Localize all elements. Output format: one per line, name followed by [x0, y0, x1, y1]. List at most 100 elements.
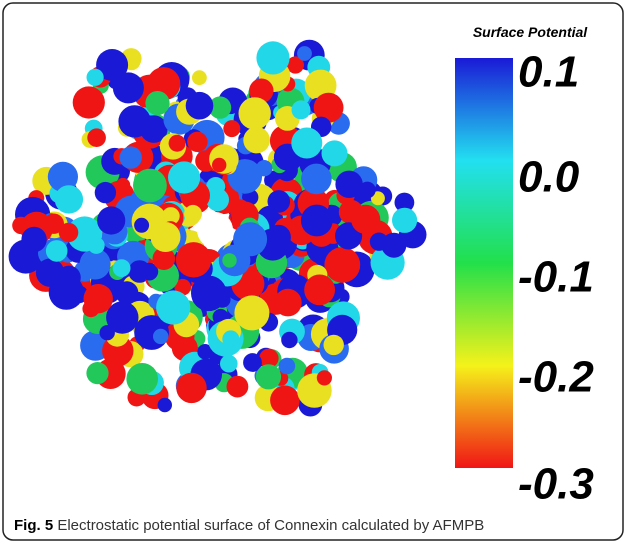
surface-patch	[184, 204, 202, 223]
surface-patch	[226, 375, 249, 398]
caption-label: Fig. 5	[14, 517, 53, 534]
surface-patch	[370, 191, 385, 206]
surface-patch	[175, 242, 212, 278]
surface-patch	[86, 362, 109, 385]
surface-patch	[168, 134, 186, 152]
surface-patch	[255, 364, 282, 390]
surface-patch	[243, 126, 270, 154]
surface-patch	[119, 146, 142, 169]
colorbar-label: -0.3	[518, 460, 594, 509]
surface-patch	[86, 68, 104, 86]
surface-patch	[278, 357, 296, 375]
surface-patch	[115, 281, 139, 305]
surface-patch	[291, 127, 323, 159]
surface-patch	[274, 288, 302, 317]
surface-patch	[313, 92, 344, 123]
surface-patch	[21, 226, 47, 253]
surface-patch	[300, 204, 333, 237]
surface-patch	[259, 348, 279, 368]
surface-patch	[54, 185, 84, 214]
surface-patch	[134, 217, 150, 233]
colorbar-title: Surface Potential	[473, 24, 588, 40]
pore	[197, 212, 233, 248]
surface-patch	[212, 157, 227, 173]
surface-patch	[145, 91, 170, 116]
surface-patch	[72, 86, 105, 119]
surface-patch	[12, 216, 30, 235]
molecule-surface	[8, 39, 427, 417]
surface-patch	[133, 168, 167, 203]
surface-patch	[267, 190, 291, 213]
surface-patch	[191, 275, 227, 312]
surface-patch	[238, 97, 271, 130]
surface-patch	[79, 248, 111, 280]
colorbar-label: -0.1	[518, 253, 594, 302]
surface-patch	[118, 105, 151, 138]
surface-patch	[152, 247, 176, 270]
surface-patch	[96, 49, 129, 81]
surface-patch	[157, 397, 172, 413]
surface-patch	[265, 224, 291, 250]
surface-patch	[301, 163, 332, 195]
surface-patch	[324, 247, 361, 283]
surface-patch	[112, 259, 131, 277]
surface-patch	[270, 385, 300, 416]
colorbar-label: 0.0	[518, 153, 580, 202]
surface-patch	[234, 295, 270, 331]
surface-patch	[87, 237, 105, 254]
caption: Fig. 5 Electrostatic potential surface o…	[14, 517, 484, 534]
surface-patch	[316, 370, 332, 386]
surface-patch	[249, 78, 274, 103]
surface-patch	[45, 240, 68, 262]
surface-patch	[358, 181, 376, 199]
surface-patch	[281, 331, 298, 349]
surface-patch	[323, 334, 344, 356]
surface-patch	[94, 181, 117, 204]
surface-patch	[48, 274, 84, 310]
surface-patch	[150, 222, 181, 252]
surface-patch	[206, 177, 226, 196]
surface-patch	[286, 56, 304, 74]
surface-patch	[168, 161, 201, 194]
surface-patch	[99, 325, 115, 341]
surface-patch	[112, 72, 144, 104]
surface-patch	[106, 301, 139, 334]
surface-patch	[140, 262, 159, 281]
surface-patch	[197, 344, 213, 360]
surface-patch	[256, 160, 273, 177]
caption-text: Electrostatic potential surface of Conne…	[57, 517, 484, 534]
surface-patch	[126, 363, 158, 395]
surface-patch	[304, 274, 335, 306]
surface-patch	[187, 131, 208, 152]
surface-patch	[297, 46, 312, 61]
surface-patch	[156, 290, 191, 325]
surface-patch	[335, 170, 363, 198]
colorbar-label: 0.1	[518, 48, 579, 97]
surface-patch	[381, 232, 407, 258]
surface-patch	[58, 222, 79, 243]
surface-patch	[291, 100, 311, 120]
surface-patch	[220, 354, 238, 373]
surface-patch	[47, 161, 78, 192]
surface-patch	[223, 120, 241, 138]
surface-patch	[256, 41, 290, 75]
surface-patch	[153, 328, 169, 345]
surface-patch	[161, 207, 180, 225]
colorbar	[455, 58, 513, 468]
surface-patch	[82, 300, 100, 318]
surface-patch	[115, 177, 131, 193]
surface-patch	[176, 372, 207, 404]
surface-patch	[208, 96, 232, 119]
surface-patch	[192, 70, 207, 86]
surface-patch	[97, 206, 126, 235]
surface-patch	[222, 330, 240, 348]
surface-patch	[222, 253, 237, 268]
surface-patch	[394, 192, 415, 213]
surface-patch	[185, 91, 214, 120]
surface-patch	[87, 128, 106, 147]
surface-patch	[321, 140, 348, 167]
surface-patch	[392, 207, 418, 233]
